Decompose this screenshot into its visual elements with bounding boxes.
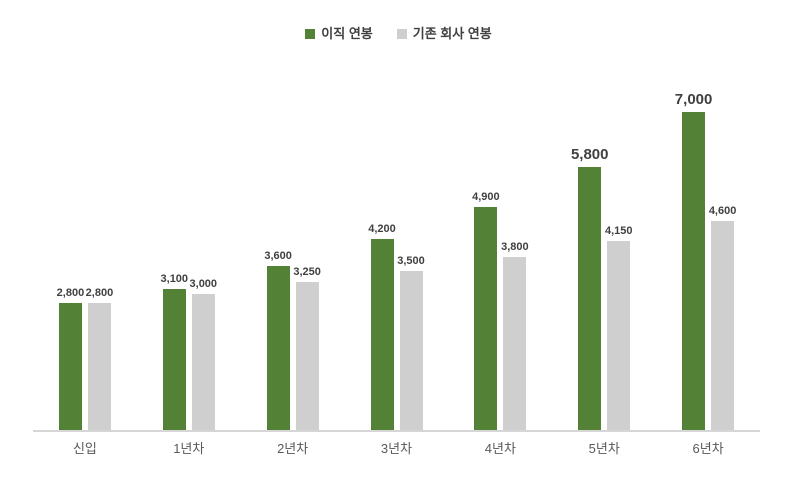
bar-pair-2: 3,600 3,250 (264, 60, 321, 430)
bar-value-label-series1-4: 3,800 (501, 240, 529, 253)
chart-legend: 이직 연봉 기존 회사 연봉 (0, 27, 797, 40)
category-axis: 신입 1년차 2년차 3년차 4년차 5년차 6년차 (33, 441, 760, 456)
bar-value-label-series0-0: 2,800 (56, 286, 85, 299)
category-label-5: 5년차 (588, 441, 620, 456)
bar-pair-0: 2,800 2,800 (57, 60, 113, 430)
plot-area: 2,800 2,800 3,100 3,000 3,600 3,250 4,200 3,500… (33, 60, 760, 432)
legend-label-previous-company: 기존 회사 연봉 (412, 26, 492, 41)
bar-series1-4: 3,800 (501, 241, 529, 430)
legend-swatch-gray-icon (396, 28, 407, 39)
legend-item-current-offer: 이직 연봉 (305, 26, 373, 41)
bar-pair-4: 4,900 3,800 (472, 60, 529, 430)
bar-series0-5: 5,800 (571, 146, 608, 430)
bar-pair-1: 3,100 3,000 (161, 60, 217, 430)
bar-series1-6: 4,600 (709, 205, 736, 430)
bar-value-label-series0-2: 3,600 (264, 249, 292, 262)
bar-value-label-series1-3: 3,500 (397, 254, 425, 267)
bar-group-3: 4,200 3,500 (345, 60, 449, 430)
bar-value-label-series1-0: 2,800 (85, 286, 114, 299)
bar-pair-5: 5,800 4,150 (571, 60, 632, 430)
bar-series0-0: 2,800 (57, 287, 84, 430)
bar-group-2: 3,600 3,250 (241, 60, 345, 430)
bar-series1-1: 3,000 (190, 278, 217, 430)
bar-group-6: 7,000 4,600 (656, 60, 760, 430)
bar-group-4: 4,900 3,800 (448, 60, 552, 430)
bar-series0-3: 4,200 (368, 223, 396, 430)
bar-value-label-series0-1: 3,100 (160, 272, 189, 285)
bar-series1-0: 2,800 (86, 287, 113, 430)
bar-value-label-series1-1: 3,000 (189, 277, 218, 290)
bar-group-0: 2,800 2,800 (33, 60, 137, 430)
bar-series0-1: 3,100 (161, 273, 188, 430)
bar-series1-2: 3,250 (293, 266, 321, 430)
category-label-1: 1년차 (173, 441, 205, 456)
bar-value-label-series0-5: 5,800 (570, 145, 609, 163)
bar-value-label-series0-4: 4,900 (472, 190, 500, 203)
bar-series1-5: 4,150 (605, 225, 632, 430)
bar-series0-2: 3,600 (264, 250, 292, 430)
bar-group-1: 3,100 3,000 (137, 60, 241, 430)
category-label-4: 4년차 (484, 441, 516, 456)
category-label-0: 신입 (72, 441, 97, 456)
bar-group-5: 5,800 4,150 (552, 60, 656, 430)
legend-swatch-green-icon (305, 28, 316, 39)
category-label-3: 3년차 (380, 441, 413, 456)
bar-pair-3: 4,200 3,500 (368, 60, 425, 430)
legend-item-previous-company: 기존 회사 연봉 (396, 26, 492, 41)
bar-series0-6: 7,000 (675, 91, 712, 430)
bar-value-label-series0-3: 4,200 (368, 222, 396, 235)
bar-series1-3: 3,500 (397, 255, 425, 430)
category-label-2: 2년차 (277, 441, 309, 456)
bar-pair-6: 7,000 4,600 (675, 60, 736, 430)
category-label-6: 6년차 (692, 441, 724, 456)
bar-value-label-series1-2: 3,250 (293, 265, 321, 278)
bar-series0-4: 4,900 (472, 191, 500, 430)
bar-value-label-series1-6: 4,600 (708, 204, 737, 217)
bar-value-label-series1-5: 4,150 (604, 224, 633, 237)
bar-value-label-series0-6: 7,000 (674, 90, 713, 108)
legend-label-current-offer: 이직 연봉 (321, 26, 373, 41)
